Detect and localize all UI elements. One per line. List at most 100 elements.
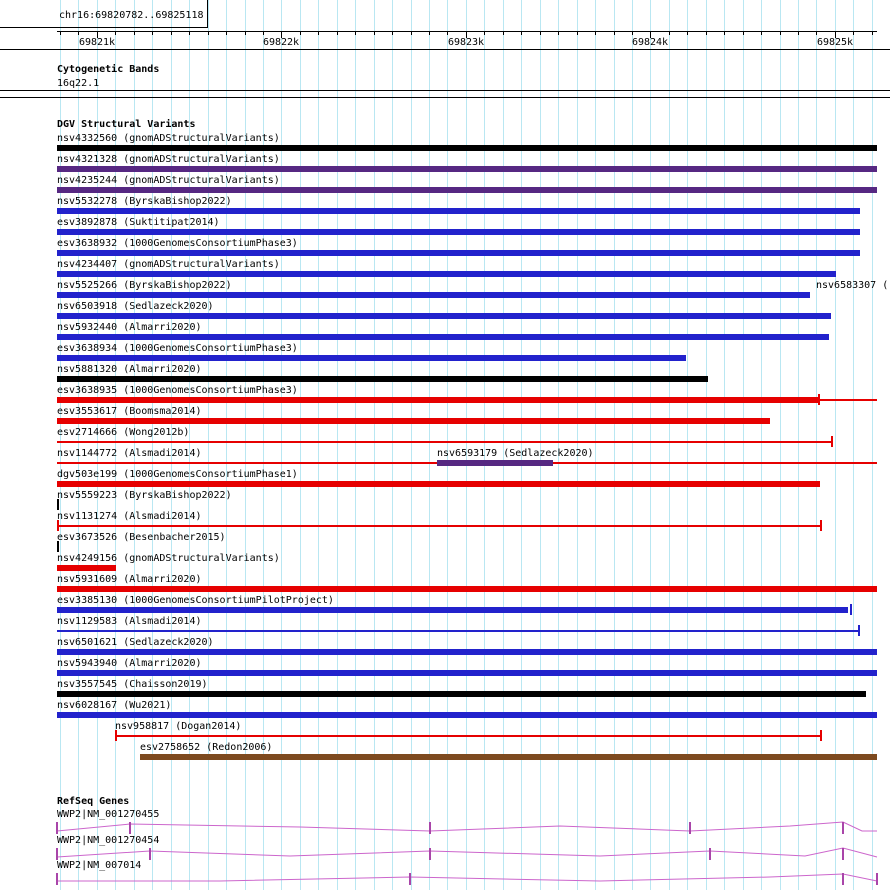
- ruler-minor-tick: [392, 31, 394, 35]
- ruler-tick-label: 69824k: [631, 37, 669, 48]
- variant-bar[interactable]: [57, 355, 686, 361]
- gene-row: WWP2|NM_001270455: [0, 809, 890, 836]
- variant-track-row: nsv5559223 (ByrskaBishop2022): [0, 490, 890, 511]
- variant-label[interactable]: nsv4332560 (gnomADStructuralVariants): [57, 133, 280, 144]
- variant-label[interactable]: nsv5559223 (ByrskaBishop2022): [57, 490, 232, 501]
- variant-label[interactable]: nsv6593179 (Sedlazeck2020): [437, 448, 594, 459]
- variant-label[interactable]: nsv5932440 (Almarri2020): [57, 322, 202, 333]
- gridline: [115, 0, 117, 890]
- variant-bar[interactable]: [57, 313, 831, 319]
- variant-span-line[interactable]: [115, 735, 820, 737]
- variant-track-row: nsv5943940 (Almarri2020): [0, 658, 890, 679]
- variant-label[interactable]: nsv6501621 (Sedlazeck2020): [57, 637, 214, 648]
- variant-label[interactable]: nsv5525266 (ByrskaBishop2022): [57, 280, 232, 291]
- gene-label[interactable]: WWP2|NM_001270454: [57, 835, 160, 846]
- variant-bar[interactable]: [57, 376, 708, 382]
- variant-bar[interactable]: [57, 565, 116, 571]
- gridline: [207, 0, 209, 890]
- variant-bar[interactable]: [57, 397, 818, 403]
- variant-bar[interactable]: [57, 691, 866, 697]
- variant-label[interactable]: nsv3557545 (Chaisson2019): [57, 679, 208, 690]
- variant-track-row: esv3638934 (1000GenomesConsortiumPhase3): [0, 343, 890, 364]
- variant-track-row: nsv1131274 (Alsmadi2014): [0, 511, 890, 532]
- variant-bar[interactable]: [57, 229, 860, 235]
- variant-end-tick: [115, 730, 117, 741]
- variant-track-row: esv3673526 (Besenbacher2015): [0, 532, 890, 553]
- variant-bar[interactable]: [57, 292, 810, 298]
- gridline: [871, 0, 873, 890]
- variant-track-row: esv2714666 (Wong2012b): [0, 427, 890, 448]
- variant-label[interactable]: nsv958817 (Dogan2014): [115, 721, 242, 732]
- gridline: [798, 0, 799, 890]
- ruler-minor-tick: [558, 31, 560, 35]
- variant-label[interactable]: nsv4249156 (gnomADStructuralVariants): [57, 553, 280, 564]
- variant-track-row: nsv958817 (Dogan2014): [0, 721, 890, 742]
- variant-label[interactable]: nsv5532278 (ByrskaBishop2022): [57, 196, 232, 207]
- variant-span-line[interactable]: [57, 525, 820, 527]
- ruler-minor-tick: [484, 31, 486, 35]
- ruler-minor-tick: [355, 31, 357, 35]
- variant-bar[interactable]: [57, 586, 877, 592]
- variant-label[interactable]: esv3638935 (1000GenomesConsortiumPhase3): [57, 385, 298, 396]
- cytoband-glyph[interactable]: [0, 90, 890, 98]
- gridline: [484, 0, 486, 890]
- ruler-minor-tick: [705, 31, 707, 35]
- variant-track-row: nsv1129583 (Alsmadi2014): [0, 616, 890, 637]
- variant-track-row: nsv6503918 (Sedlazeck2020): [0, 301, 890, 322]
- variant-label[interactable]: nsv6583307 (: [816, 280, 889, 291]
- cytoband-label[interactable]: 16q22.1: [57, 78, 100, 89]
- gene-structure-glyph[interactable]: [0, 871, 890, 887]
- variant-bar[interactable]: [57, 607, 848, 613]
- variant-label[interactable]: nsv4234407 (gnomADStructuralVariants): [57, 259, 280, 270]
- variant-label[interactable]: dgv503e199 (1000GenomesConsortiumPhase1): [57, 469, 298, 480]
- ruler-minor-tick: [816, 31, 818, 35]
- variant-label[interactable]: nsv4235244 (gnomADStructuralVariants): [57, 175, 280, 186]
- variant-label[interactable]: esv2714666 (Wong2012b): [57, 427, 190, 438]
- variant-bar[interactable]: [140, 754, 877, 760]
- variant-label[interactable]: esv3892878 (Suktitipat2014): [57, 217, 220, 228]
- variant-bar[interactable]: [57, 649, 877, 655]
- variant-span-line[interactable]: [57, 441, 831, 443]
- variant-label[interactable]: nsv6028167 (Wu2021): [57, 700, 172, 711]
- variant-span-line[interactable]: [57, 630, 858, 632]
- variant-label[interactable]: esv3385130 (1000GenomesConsortiumPilotPr…: [57, 595, 334, 606]
- variant-label[interactable]: esv3553617 (Boomsma2014): [57, 406, 202, 417]
- variant-label[interactable]: esv3638932 (1000GenomesConsortiumPhase3): [57, 238, 298, 249]
- gridline: [613, 0, 615, 890]
- gene-structure-glyph[interactable]: [0, 820, 890, 836]
- ruler-tick-label: 69822k: [262, 37, 300, 48]
- variant-label[interactable]: nsv5931609 (Almarri2020): [57, 574, 202, 585]
- variant-bar[interactable]: [57, 481, 820, 487]
- variant-bar[interactable]: [57, 670, 877, 676]
- variant-bar[interactable]: [57, 271, 836, 277]
- variant-bar[interactable]: [57, 145, 877, 151]
- variant-bar[interactable]: [57, 418, 770, 424]
- variant-label[interactable]: nsv6503918 (Sedlazeck2020): [57, 301, 214, 312]
- variant-label[interactable]: nsv5943940 (Almarri2020): [57, 658, 202, 669]
- variant-label[interactable]: nsv1131274 (Alsmadi2014): [57, 511, 202, 522]
- variant-bar[interactable]: [57, 208, 860, 214]
- variant-bar[interactable]: [57, 187, 877, 193]
- variant-label[interactable]: esv3673526 (Besenbacher2015): [57, 532, 226, 543]
- variant-track-row: nsv6028167 (Wu2021): [0, 700, 890, 721]
- variant-bar[interactable]: [57, 250, 860, 256]
- gene-structure-glyph[interactable]: [0, 846, 890, 862]
- variant-label[interactable]: esv2758652 (Redon2006): [140, 742, 273, 753]
- gridline: [410, 0, 412, 890]
- gene-label[interactable]: WWP2|NM_007014: [57, 860, 142, 871]
- variant-track-row: nsv5881320 (Almarri2020): [0, 364, 890, 385]
- variant-label[interactable]: nsv1129583 (Alsmadi2014): [57, 616, 202, 627]
- gridline: [687, 0, 689, 890]
- variant-bar[interactable]: [437, 460, 553, 466]
- variant-label[interactable]: nsv5881320 (Almarri2020): [57, 364, 202, 375]
- variant-label[interactable]: nsv1144772 (Alsmadi2014): [57, 448, 202, 459]
- variant-label[interactable]: nsv4321328 (gnomADStructuralVariants): [57, 154, 280, 165]
- gene-label[interactable]: WWP2|NM_001270455: [57, 809, 160, 820]
- ruler-major-tick: [97, 31, 98, 38]
- gridline: [373, 0, 375, 890]
- variant-label[interactable]: esv3638934 (1000GenomesConsortiumPhase3): [57, 343, 298, 354]
- variant-span-line[interactable]: [818, 399, 877, 401]
- variant-bar[interactable]: [57, 166, 877, 172]
- variant-bar[interactable]: [57, 334, 829, 340]
- variant-bar[interactable]: [57, 712, 877, 718]
